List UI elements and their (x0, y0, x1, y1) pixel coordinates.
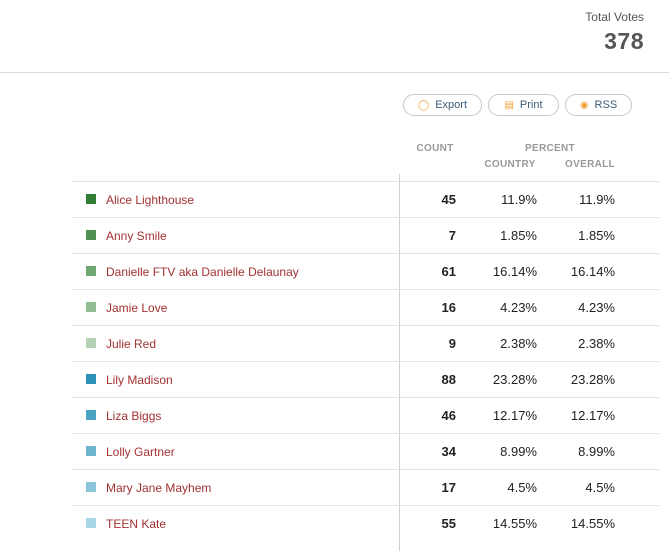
vote-count: 45 (441, 192, 456, 207)
color-swatch (86, 410, 96, 420)
column-divider (399, 174, 400, 551)
table-row: Alice Lighthouse 45 11.9% 11.9% (72, 181, 660, 217)
percent-country: 12.17% (492, 408, 537, 423)
vote-count: 88 (441, 372, 456, 387)
rss-button[interactable]: ◉ RSS (565, 94, 632, 116)
candidate-name-link[interactable]: Danielle FTV aka Danielle Delaunay (106, 264, 299, 279)
vote-count: 17 (441, 480, 456, 495)
color-swatch (86, 374, 96, 384)
table-row: Liza Biggs 46 12.17% 12.17% (72, 397, 660, 433)
percent-overall: 12.17% (570, 408, 615, 423)
rss-label: RSS (594, 99, 618, 111)
rss-icon: ◉ (579, 99, 589, 111)
export-icon: ◯ (418, 99, 430, 111)
total-votes-box: Total Votes 378 (585, 10, 644, 55)
percent-country: 16.14% (492, 264, 537, 279)
vote-count: 61 (441, 264, 456, 279)
table-row: Lolly Gartner 34 8.99% 8.99% (72, 433, 660, 469)
percent-overall: 16.14% (570, 264, 615, 279)
percent-overall: 23.28% (570, 372, 615, 387)
column-header-percent: PERCENT (525, 143, 575, 154)
color-swatch (86, 446, 96, 456)
percent-country: 4.23% (500, 300, 537, 315)
percent-country: 8.99% (500, 444, 537, 459)
percent-overall: 4.23% (578, 300, 615, 315)
percent-country: 4.5% (507, 480, 537, 495)
candidate-name-link[interactable]: Liza Biggs (106, 408, 162, 423)
export-button[interactable]: ◯ Export (403, 94, 482, 116)
percent-country: 2.38% (500, 336, 537, 351)
column-header-country: COUNTRY (484, 159, 536, 170)
candidate-name-link[interactable]: Anny Smile (106, 228, 167, 243)
candidate-name-link[interactable]: Jamie Love (106, 300, 168, 315)
vote-count: 34 (441, 444, 456, 459)
percent-overall: 8.99% (578, 444, 615, 459)
printer-icon: ▤ (504, 99, 514, 111)
color-swatch (86, 302, 96, 312)
column-header-overall: OVERALL (565, 159, 615, 170)
percent-country: 11.9% (501, 192, 537, 207)
color-swatch (86, 194, 96, 204)
vote-count: 16 (441, 300, 456, 315)
table-row: Danielle FTV aka Danielle Delaunay 61 16.1… (72, 253, 660, 289)
vote-count: 9 (448, 336, 456, 351)
total-votes-label: Total Votes (585, 10, 644, 24)
color-swatch (86, 266, 96, 276)
percent-overall: 14.55% (570, 516, 615, 531)
percent-overall: 1.85% (578, 228, 615, 243)
candidate-name-link[interactable]: Alice Lighthouse (106, 192, 195, 207)
color-swatch (86, 338, 96, 348)
percent-country: 14.55% (492, 516, 537, 531)
total-votes-value: 378 (604, 28, 644, 54)
results-table: Alice Lighthouse 45 11.9% 11.9% Anny Smile 7 1… (72, 181, 660, 541)
header-divider (0, 72, 669, 73)
print-button[interactable]: ▤ Print (488, 94, 559, 116)
print-label: Print (519, 99, 543, 111)
color-swatch (86, 482, 96, 492)
percent-overall: 4.5% (585, 480, 615, 495)
table-row: Lily Madison 88 23.28% 23.28% (72, 361, 660, 397)
percent-overall: 11.9% (579, 192, 615, 207)
action-buttons: ◯ Export ▤ Print ◉ RSS (403, 94, 638, 116)
table-row: Jamie Love 16 4.23% 4.23% (72, 289, 660, 325)
column-header-count: COUNT (416, 143, 454, 154)
vote-count: 55 (441, 516, 456, 531)
color-swatch (86, 518, 96, 528)
table-row: Mary Jane Mayhem 17 4.5% 4.5% (72, 469, 660, 505)
table-row: TEEN Kate 55 14.55% 14.55% (72, 505, 660, 541)
export-label: Export (435, 99, 467, 111)
table-row: Julie Red 9 2.38% 2.38% (72, 325, 660, 361)
candidate-name-link[interactable]: Julie Red (106, 336, 157, 351)
candidate-name-link[interactable]: TEEN Kate (106, 516, 167, 531)
color-swatch (86, 230, 96, 240)
table-row: Anny Smile 7 1.85% 1.85% (72, 217, 660, 253)
percent-country: 1.85% (500, 228, 537, 243)
percent-country: 23.28% (492, 372, 537, 387)
percent-overall: 2.38% (578, 336, 615, 351)
candidate-name-link[interactable]: Mary Jane Mayhem (106, 480, 212, 495)
vote-count: 46 (441, 408, 456, 423)
candidate-name-link[interactable]: Lily Madison (106, 372, 173, 387)
candidate-name-link[interactable]: Lolly Gartner (106, 444, 175, 459)
vote-count: 7 (448, 228, 456, 243)
